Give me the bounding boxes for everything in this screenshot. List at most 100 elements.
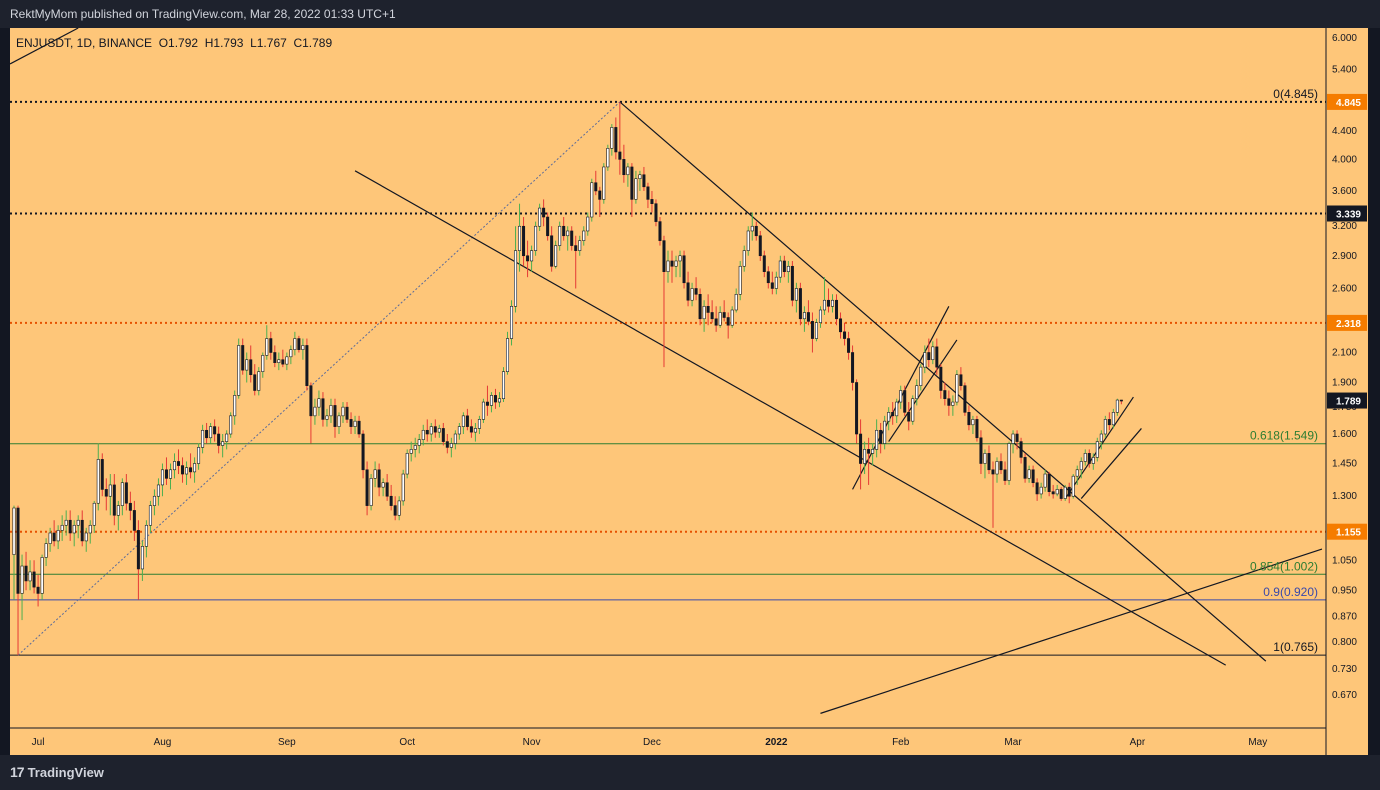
candle-body — [249, 359, 253, 376]
tradingview-logo[interactable]: 17 TradingView — [10, 764, 104, 780]
candle-body — [610, 127, 614, 149]
time-tick-label: Sep — [278, 737, 296, 748]
trendline — [1080, 428, 1142, 499]
candle-body — [349, 419, 353, 427]
candle-body — [582, 230, 586, 241]
price-badge — [1327, 205, 1367, 222]
candle-body — [1087, 453, 1091, 464]
trendline — [1064, 396, 1134, 499]
candle-body — [52, 532, 56, 542]
candle-body — [1019, 441, 1023, 458]
candle-body — [754, 225, 758, 237]
candle-body — [895, 401, 899, 417]
candle-body — [140, 546, 144, 570]
candle-body — [197, 447, 201, 464]
candle-body — [514, 250, 518, 307]
candle-body — [72, 524, 76, 534]
price-tick-label: 1.450 — [1332, 459, 1357, 470]
candle-body — [590, 182, 594, 218]
candle-body — [662, 240, 666, 272]
candle-body — [317, 398, 321, 408]
candle-body — [132, 510, 136, 531]
candle-body — [1079, 461, 1083, 471]
candle-body — [818, 309, 822, 323]
candle-body — [76, 519, 80, 526]
price-tick-label: 3.200 — [1332, 221, 1357, 232]
candle-body — [465, 415, 469, 427]
candle-body — [120, 482, 124, 506]
time-tick-label: Aug — [154, 737, 172, 748]
candle-body — [758, 235, 762, 257]
candle-body — [401, 473, 405, 502]
candle-body — [899, 390, 903, 403]
candle-body — [730, 309, 734, 326]
price-badge-label: 1.155 — [1336, 528, 1361, 539]
candle-body — [714, 318, 718, 326]
candle-body — [241, 345, 245, 371]
candle-body — [666, 260, 670, 272]
candle-body — [289, 349, 293, 358]
candle-body — [148, 505, 152, 526]
price-tick-label: 5.400 — [1332, 64, 1357, 75]
candle-body — [534, 225, 538, 251]
candle-body — [923, 352, 927, 368]
candle-body — [1035, 482, 1039, 495]
candle-body — [229, 415, 233, 435]
price-chart[interactable]: 0(4.845) 0.618(1.549) 0.854(1.002) 0.9(0.92… — [10, 28, 1368, 755]
candle-body — [939, 366, 943, 391]
candle-body — [963, 385, 967, 413]
chart-area[interactable] — [10, 28, 1368, 755]
candlesticks — [12, 101, 1123, 656]
candle-body — [108, 484, 112, 497]
candle-body — [92, 502, 96, 526]
candle-body — [790, 265, 794, 301]
candle-body — [1071, 475, 1075, 497]
candle-body — [606, 148, 610, 168]
candle-body — [213, 426, 217, 435]
candle-body — [971, 419, 975, 426]
candle-body — [433, 426, 437, 433]
candle-body — [177, 461, 181, 466]
candle-body — [1003, 469, 1007, 481]
candle-body — [181, 465, 185, 475]
candle-body — [461, 415, 465, 427]
candle-body — [762, 255, 766, 272]
candle-body — [678, 255, 682, 262]
candle-body — [698, 294, 702, 320]
candle-body — [361, 433, 365, 471]
candle-body — [321, 398, 325, 420]
candle-body — [497, 398, 501, 403]
price-tick-label: 0.800 — [1332, 637, 1357, 648]
candle-body — [1091, 457, 1095, 464]
candle-body — [907, 412, 911, 422]
candle-body — [405, 453, 409, 475]
price-axis[interactable]: 6.000 5.400 4.400 4.000 3.600 3.200 2.900 2.600… — [1325, 28, 1367, 755]
candle-body — [887, 412, 891, 422]
candle-body — [562, 225, 566, 237]
candle-body — [44, 543, 48, 558]
candle-body — [425, 429, 429, 435]
trendlines — [10, 28, 1323, 714]
candle-body — [88, 524, 92, 534]
candle-body — [277, 359, 281, 363]
candle-body — [875, 429, 879, 450]
candle-body — [485, 401, 489, 406]
candle-body — [995, 461, 999, 475]
candle-body — [602, 166, 606, 200]
candle-body — [16, 507, 20, 594]
time-axis[interactable]: Jul Aug Sep Oct Nov Dec 2022 Feb Mar Apr May — [10, 727, 1326, 748]
candle-body — [530, 250, 534, 262]
price-tick-label: 0.730 — [1332, 664, 1357, 675]
trendline — [888, 339, 958, 442]
candle-body — [24, 565, 28, 582]
candle-body — [1027, 469, 1031, 479]
candle-body — [738, 265, 742, 295]
candle-body — [1083, 453, 1087, 462]
candle-body — [822, 299, 826, 311]
candle-body — [646, 186, 650, 200]
candle-body — [365, 469, 369, 506]
candle-body — [84, 532, 88, 542]
candle-body — [558, 225, 562, 246]
candle-body — [722, 312, 726, 318]
candle-body — [293, 338, 297, 350]
